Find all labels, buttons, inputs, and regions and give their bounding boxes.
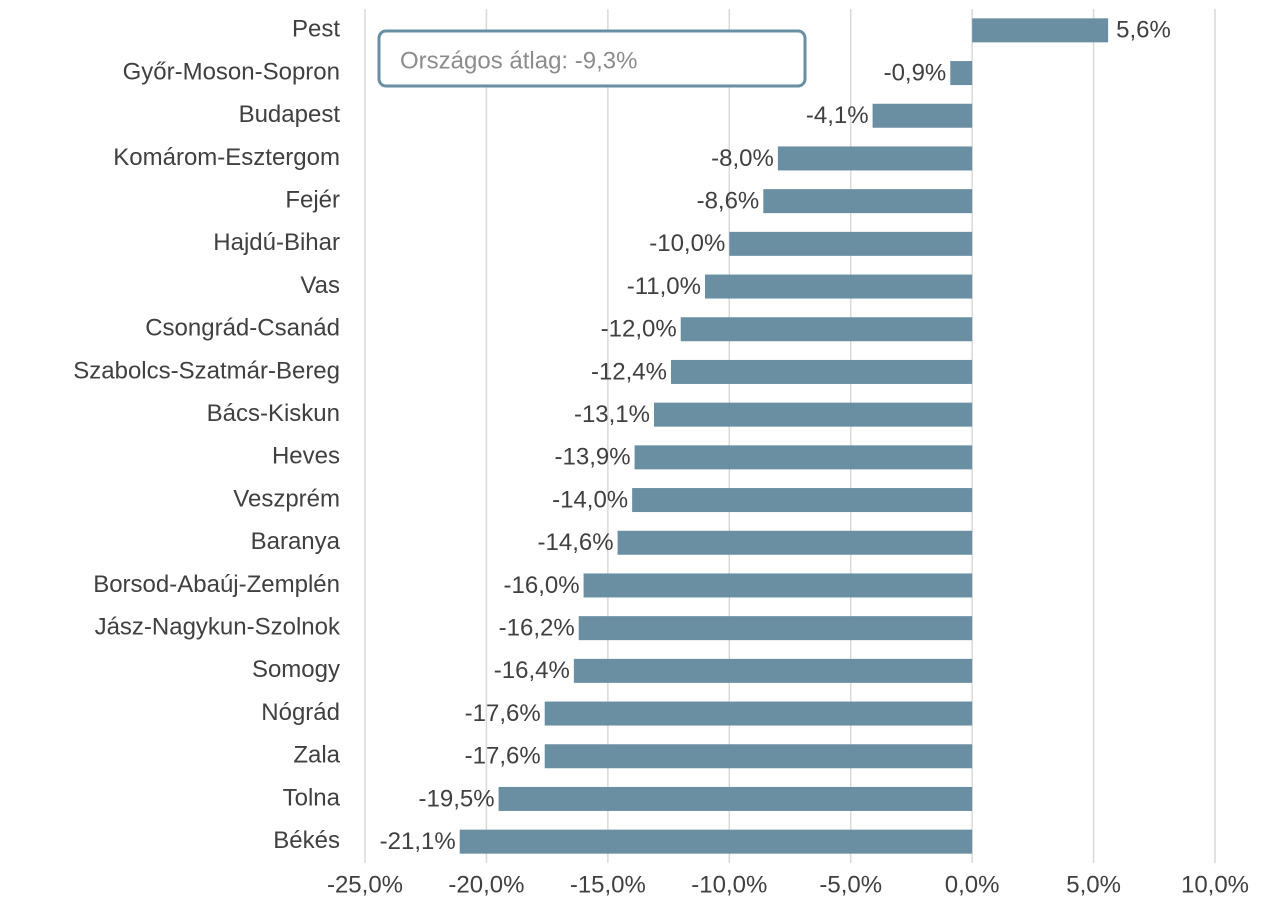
y-tick-label: Csongrád-Csanád	[145, 315, 340, 342]
value-label: -13,1%	[574, 401, 650, 428]
bar	[498, 786, 973, 811]
value-label: 5,6%	[1116, 17, 1171, 44]
bar	[634, 445, 973, 470]
value-label: -12,4%	[591, 358, 667, 385]
value-label: -16,4%	[494, 657, 570, 684]
x-tick-label: 5,0%	[1066, 871, 1121, 898]
value-label: -10,0%	[649, 230, 725, 257]
x-tick-label: -25,0%	[327, 871, 403, 898]
value-label: -8,6%	[697, 187, 760, 214]
value-label: -19,5%	[419, 785, 495, 812]
y-tick-label: Borsod-Abaúj-Zemplén	[93, 571, 340, 598]
bar	[583, 573, 973, 598]
y-tick-label: Baranya	[251, 528, 341, 555]
y-tick-label: Jász-Nagykun-Szolnok	[95, 613, 341, 640]
value-label: -16,0%	[504, 572, 580, 599]
bar	[872, 103, 973, 128]
y-tick-label: Békés	[273, 827, 340, 854]
value-label: -13,9%	[555, 444, 631, 471]
value-label: -16,2%	[499, 614, 575, 641]
bar	[459, 829, 973, 854]
y-tick-label: Győr-Moson-Sopron	[123, 58, 340, 85]
bar	[617, 530, 973, 555]
y-tick-label: Budapest	[239, 101, 341, 128]
y-tick-label: Bács-Kiskun	[207, 400, 340, 427]
value-label: -14,0%	[552, 486, 628, 513]
y-tick-label: Zala	[293, 742, 340, 769]
bar	[705, 274, 973, 299]
bar	[544, 744, 973, 769]
value-label: -14,6%	[538, 529, 614, 556]
x-tick-label: 0,0%	[945, 871, 1000, 898]
y-tick-label: Nógrád	[261, 699, 340, 726]
value-label: -17,6%	[465, 700, 541, 727]
bar	[950, 61, 973, 86]
y-tick-label: Komárom-Esztergom	[113, 144, 340, 171]
bar	[544, 701, 973, 726]
value-label: -21,1%	[380, 828, 456, 855]
y-tick-label: Pest	[292, 16, 340, 43]
y-tick-label: Hajdú-Bihar	[213, 229, 340, 256]
bar	[763, 189, 973, 214]
y-tick-label: Tolna	[283, 784, 341, 811]
y-tick-label: Heves	[272, 443, 340, 470]
y-tick-label: Veszprém	[233, 485, 340, 512]
bar	[729, 231, 973, 256]
bar	[680, 317, 973, 342]
y-tick-label: Somogy	[252, 656, 340, 683]
value-label: -8,0%	[711, 145, 774, 172]
annotation-box	[377, 29, 807, 88]
value-label: -12,0%	[601, 316, 677, 343]
y-tick-label: Szabolcs-Szatmár-Bereg	[73, 357, 340, 384]
value-label: -11,0%	[627, 273, 701, 300]
bar	[573, 658, 973, 683]
x-tick-label: -10,0%	[691, 871, 767, 898]
bar	[654, 402, 973, 427]
bar	[632, 488, 973, 513]
x-tick-label: -15,0%	[570, 871, 646, 898]
y-tick-label: Vas	[300, 272, 340, 299]
x-tick-label: 10,0%	[1181, 871, 1249, 898]
bar	[777, 146, 973, 171]
bar	[578, 616, 973, 641]
annotation: Országos átlag: -9,3%	[400, 47, 637, 74]
bar	[671, 359, 973, 384]
value-label: -0,9%	[884, 59, 947, 86]
value-label: -4,1%	[806, 102, 869, 129]
value-label: -17,6%	[465, 743, 541, 770]
y-tick-label: Fejér	[285, 186, 340, 213]
x-tick-label: -20,0%	[448, 871, 524, 898]
x-tick-label: -5,0%	[819, 871, 882, 898]
bar	[972, 18, 1109, 43]
